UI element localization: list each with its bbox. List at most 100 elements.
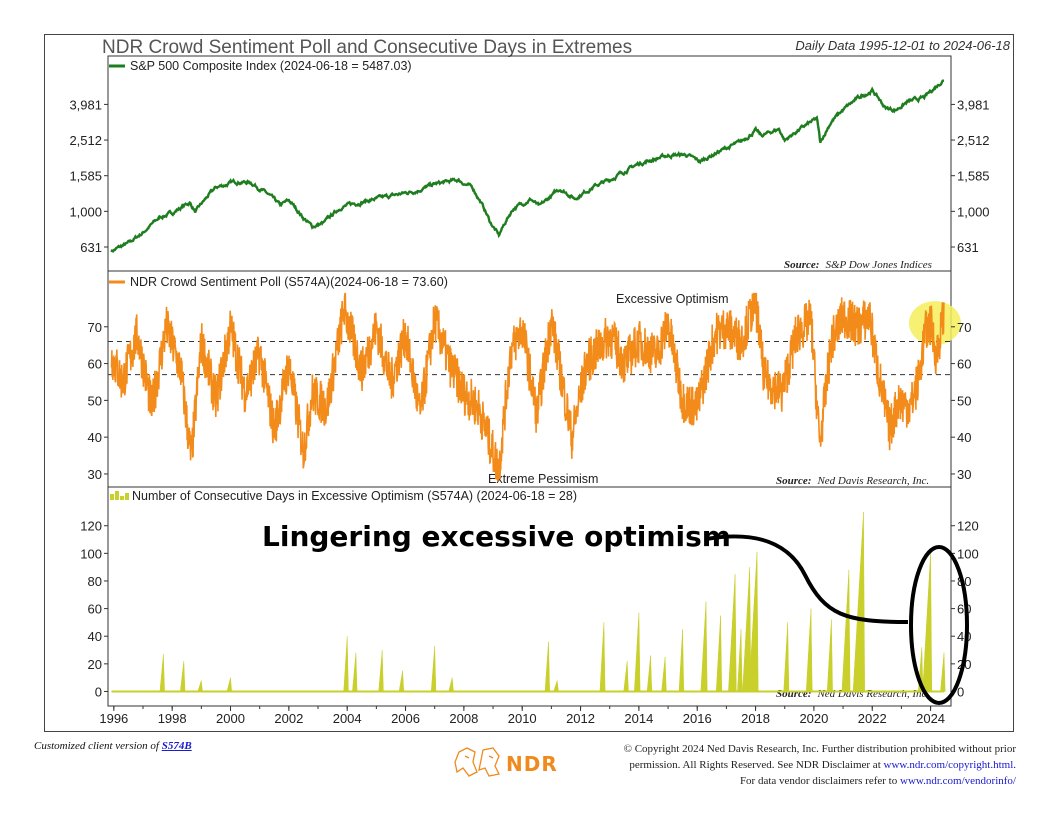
footer-copyright: © Copyright 2024 Ned Davis Research, Inc…	[623, 743, 1017, 787]
consecutive-legend: Number of Consecutive Days in Excessive …	[132, 489, 577, 503]
consecutive-spike	[159, 654, 165, 692]
consecutive-source: Source: Ned Davis Research, Inc.	[776, 688, 929, 700]
x-tick-label: 2014	[624, 711, 653, 726]
ndr-logo-text: NDR	[506, 752, 558, 776]
sp500-right-tick-label: 2,512	[957, 133, 990, 148]
consecutive-right-tick-label: 0	[957, 684, 964, 699]
sentiment-right-tick-label: 30	[957, 467, 971, 482]
consecutive-left-tick-label: 80	[88, 574, 102, 589]
x-tick-label: 2002	[274, 711, 303, 726]
sentiment-right-tick-label: 70	[957, 320, 971, 335]
sentiment-source: Source: Ned Davis Research, Inc.	[776, 475, 929, 487]
consecutive-spike	[448, 677, 454, 692]
sentiment-left-tick-label: 30	[88, 467, 102, 482]
chart-frame	[44, 34, 1014, 732]
copyright-link[interactable]: www.ndr.com/copyright.html.	[883, 759, 1017, 771]
consecutive-spike	[742, 567, 752, 692]
sp500-left-tick-label: 1,585	[69, 169, 102, 184]
consecutive-left-tick-label: 40	[88, 629, 102, 644]
consecutive-spike	[737, 629, 743, 692]
consecutive-spike	[599, 622, 606, 692]
sp500-right-tick-label: 3,981	[957, 97, 990, 112]
consecutive-spike	[378, 649, 384, 692]
consecutive-spike	[700, 601, 708, 692]
sentiment-line	[110, 292, 945, 482]
x-tick-label: 2012	[566, 711, 595, 726]
lingering-annotation: Lingering excessive optimism	[262, 520, 731, 553]
chart-title: NDR Crowd Sentiment Poll and Consecutive…	[102, 37, 633, 58]
consecutive-spike	[826, 619, 833, 692]
x-tick-label: 2010	[508, 711, 537, 726]
extreme-pessimism-label: Extreme Pessimism	[488, 472, 598, 486]
x-tick-label: 2024	[916, 711, 945, 726]
s574b-link[interactable]: S574B	[161, 740, 192, 752]
sp500-source: Source: S&P Dow Jones Indices	[784, 259, 932, 271]
sp500-left-tick-label: 3,981	[69, 97, 102, 112]
consecutive-spike	[728, 574, 737, 692]
vendorinfo-link[interactable]: www.ndr.com/vendorinfo/	[900, 775, 1016, 787]
consecutive-legend-swatch	[110, 491, 129, 500]
consecutive-spike	[852, 511, 865, 692]
sentiment-legend: NDR Crowd Sentiment Poll (S574A)(2024-06…	[130, 275, 448, 289]
annotation-arrow	[705, 534, 909, 624]
sp500-left-tick-label: 631	[80, 240, 102, 255]
consecutive-spike	[544, 641, 550, 692]
excessive-optimism-label: Excessive Optimism	[616, 292, 729, 306]
sentiment-left-tick-label: 40	[88, 430, 102, 445]
x-tick-label: 2018	[741, 711, 770, 726]
consecutive-spike	[783, 622, 790, 692]
x-tick-label: 2016	[683, 711, 712, 726]
x-tick-label: 2000	[216, 711, 245, 726]
sp500-legend: S&P 500 Composite Index (2024-06-18 = 54…	[130, 59, 412, 73]
consecutive-spike	[646, 655, 653, 692]
annotation-ellipse	[909, 545, 969, 705]
consecutive-spike	[748, 551, 759, 692]
footer-client-note: Customized client version of S574B	[34, 740, 192, 752]
consecutive-spike	[197, 680, 203, 692]
consecutive-spike	[180, 661, 186, 692]
date-range: Daily Data 1995-12-01 to 2024-06-18	[795, 38, 1010, 53]
x-tick-label: 1996	[99, 711, 128, 726]
plot-area-border	[107, 55, 952, 707]
consecutive-spike	[343, 636, 349, 692]
consecutive-spike	[634, 612, 641, 692]
ndr-bull-bear-logo	[454, 747, 500, 777]
sp500-right-tick-label: 1,585	[957, 169, 990, 184]
x-tick-label: 1998	[158, 711, 187, 726]
consecutive-left-tick-label: 60	[88, 602, 102, 617]
sentiment-left-tick-label: 60	[88, 357, 102, 372]
x-tick-label: 2022	[858, 711, 887, 726]
sentiment-left-tick-label: 50	[88, 393, 102, 408]
sentiment-right-tick-label: 40	[957, 430, 971, 445]
consecutive-left-tick-label: 100	[80, 546, 102, 561]
consecutive-spike	[226, 677, 232, 692]
x-tick-label: 2008	[449, 711, 478, 726]
consecutive-spike	[553, 680, 559, 692]
consecutive-right-tick-label: 40	[957, 629, 971, 644]
consecutive-spike	[841, 569, 851, 692]
consecutive-left-tick-label: 0	[95, 684, 102, 699]
sp500-right-tick-label: 1,000	[957, 204, 990, 219]
consecutive-spike	[678, 629, 685, 692]
consecutive-right-tick-label: 100	[957, 546, 979, 561]
consecutive-left-tick-label: 20	[88, 657, 102, 672]
consecutive-spike	[623, 661, 629, 692]
recent-optimism-highlight	[908, 301, 961, 346]
consecutive-spike	[352, 652, 358, 692]
sp500-right-tick-label: 631	[957, 240, 979, 255]
sp500-left-tick-label: 2,512	[69, 133, 102, 148]
consecutive-spike	[940, 652, 946, 692]
x-tick-label: 2006	[391, 711, 420, 726]
consecutive-spike	[805, 608, 813, 692]
consecutive-spike	[922, 553, 933, 692]
sentiment-right-tick-label: 50	[957, 393, 971, 408]
consecutive-spike	[398, 670, 405, 692]
sp500-line	[110, 79, 945, 253]
consecutive-spike	[430, 645, 437, 692]
x-tick-label: 2020	[799, 711, 828, 726]
consecutive-left-tick-label: 120	[80, 519, 102, 534]
sentiment-right-tick-label: 60	[957, 357, 971, 372]
x-tick-label: 2004	[333, 711, 362, 726]
consecutive-spike	[715, 615, 723, 692]
